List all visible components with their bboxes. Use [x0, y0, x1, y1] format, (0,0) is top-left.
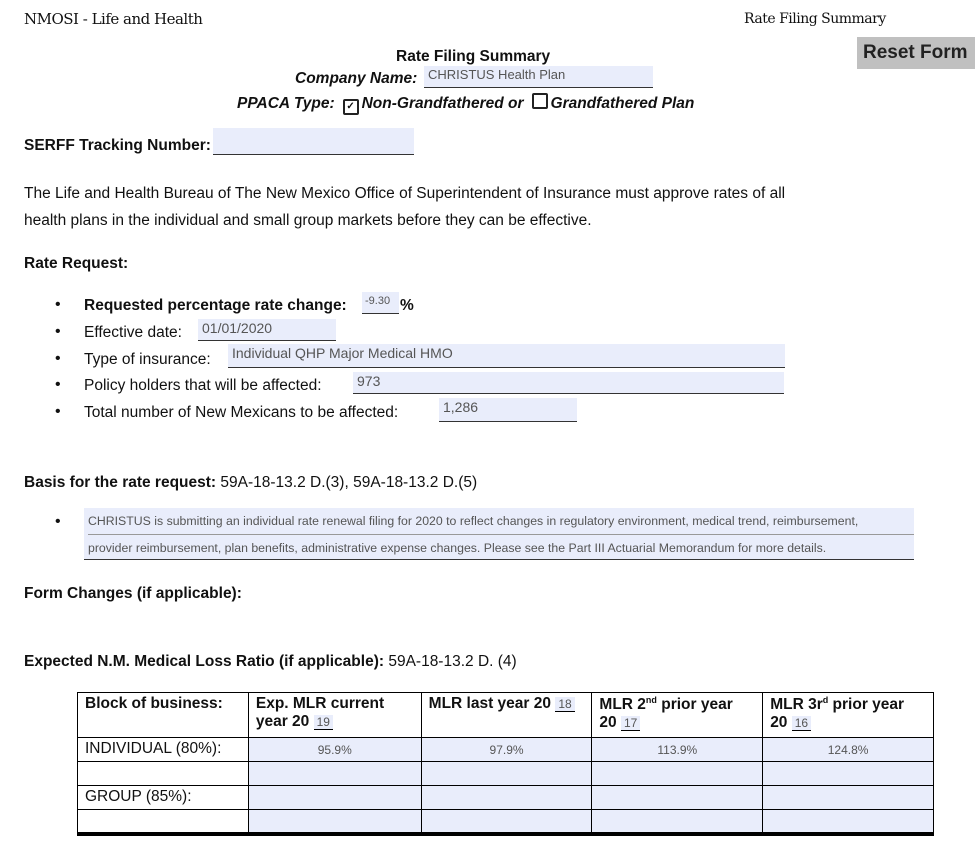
header-3rd-prior: MLR 3rd prior year 20 16	[762, 692, 934, 738]
row-label	[77, 809, 249, 834]
header-right: Rate Filing Summary	[744, 11, 886, 27]
table-row	[77, 809, 934, 834]
table-row: GROUP (85%):	[77, 785, 934, 810]
insurance-type-field[interactable]: Individual QHP Major Medical HMO	[228, 344, 785, 368]
mlr-label: Expected N.M. Medical Loss Ratio (if app…	[24, 653, 385, 670]
row-label: GROUP (85%):	[77, 785, 249, 810]
header-block: Block of business:	[77, 692, 249, 738]
basis-refs: 59A-18-13.2 D.(3), 59A-18-13.2 D.(5)	[220, 474, 478, 491]
rate-change-field[interactable]: -9.30	[362, 292, 399, 314]
row-label: INDIVIDUAL (80%):	[77, 737, 249, 762]
mlr-cell[interactable]	[762, 809, 934, 834]
serff-tracking-field[interactable]	[213, 128, 414, 155]
mlr-cell[interactable]	[591, 761, 764, 786]
mlr-cell[interactable]: 124.8%	[762, 737, 934, 762]
rate-request-heading: Rate Request:	[24, 255, 129, 272]
page-title: Rate Filing Summary	[396, 48, 551, 65]
basis-text-field[interactable]: CHRISTUS is submitting an individual rat…	[84, 508, 914, 560]
percent-sign: %	[400, 297, 414, 314]
insurance-type-label: Type of insurance:	[84, 351, 211, 368]
intro-line-1: The Life and Health Bureau of The New Me…	[24, 185, 786, 202]
2nd-prior-year-field[interactable]: 17	[620, 716, 641, 732]
table-row	[77, 761, 934, 786]
new-mexicans-field[interactable]: 1,286	[439, 398, 577, 422]
mlr-cell[interactable]	[420, 785, 593, 810]
basis-label: Basis for the rate request:	[24, 474, 217, 491]
mlr-table: Block of business: Exp. MLR current year …	[77, 692, 934, 836]
mlr-cell[interactable]	[420, 809, 593, 834]
mlr-cell[interactable]	[247, 785, 422, 810]
mlr-cell[interactable]	[420, 761, 593, 786]
new-mexicans-label: Total number of New Mexicans to be affec…	[84, 404, 399, 421]
effective-date-field[interactable]: 01/01/2020	[198, 319, 336, 341]
table-row: INDIVIDUAL (80%): 95.9% 97.9% 113.9% 124.8%	[77, 737, 934, 762]
ppaca-label: PPACA Type:	[237, 95, 335, 112]
mlr-cell[interactable]: 95.9%	[247, 737, 422, 762]
company-name-field[interactable]: CHRISTUS Health Plan	[424, 66, 653, 88]
header-2nd-prior: MLR 2nd prior year 20 17	[591, 692, 764, 738]
reset-form-button[interactable]: Reset Form	[857, 37, 975, 69]
mlr-cell[interactable]: 97.9%	[420, 737, 593, 762]
grandfathered-checkbox[interactable]	[531, 93, 548, 109]
header-last-year: MLR last year 20 18	[420, 692, 593, 738]
header-left: NMOSI - Life and Health	[24, 10, 203, 28]
mlr-cell[interactable]	[591, 809, 764, 834]
mlr-cell[interactable]: 113.9%	[591, 737, 764, 762]
grandfathered-label: Grandfathered Plan	[550, 95, 695, 112]
header-current-year: Exp. MLR current year 20 19	[247, 692, 422, 738]
last-year-field[interactable]: 18	[555, 697, 575, 712]
mlr-cell[interactable]	[762, 785, 934, 810]
mlr-cell[interactable]	[762, 761, 934, 786]
form-changes-label: Form Changes (if applicable):	[24, 585, 242, 602]
company-label: Company Name:	[295, 70, 418, 87]
current-year-field[interactable]: 19	[313, 715, 333, 730]
non-grandfathered-label: Non-Grandfathered or	[361, 95, 524, 112]
basis-text-line-2: provider reimbursement, plan benefits, a…	[88, 541, 827, 555]
basis-text-line-1: CHRISTUS is submitting an individual rat…	[88, 508, 914, 535]
non-grandfathered-checkbox[interactable]: ✓	[342, 99, 359, 115]
table-header-row: Block of business: Exp. MLR current year …	[77, 692, 934, 738]
mlr-ref: 59A-18-13.2 D. (4)	[388, 653, 517, 670]
mlr-cell[interactable]	[247, 809, 422, 834]
3rd-prior-year-field[interactable]: 16	[791, 716, 812, 732]
rate-change-label: Requested percentage rate change:	[84, 297, 347, 314]
policy-holders-label: Policy holders that will be affected:	[84, 377, 322, 394]
mlr-cell[interactable]	[247, 761, 422, 786]
effective-date-label: Effective date:	[84, 324, 182, 341]
serff-label: SERFF Tracking Number:	[24, 137, 211, 154]
mlr-cell[interactable]	[591, 785, 764, 810]
intro-line-2: health plans in the individual and small…	[24, 212, 592, 229]
row-label	[77, 761, 249, 786]
policy-holders-field[interactable]: 973	[353, 372, 784, 394]
